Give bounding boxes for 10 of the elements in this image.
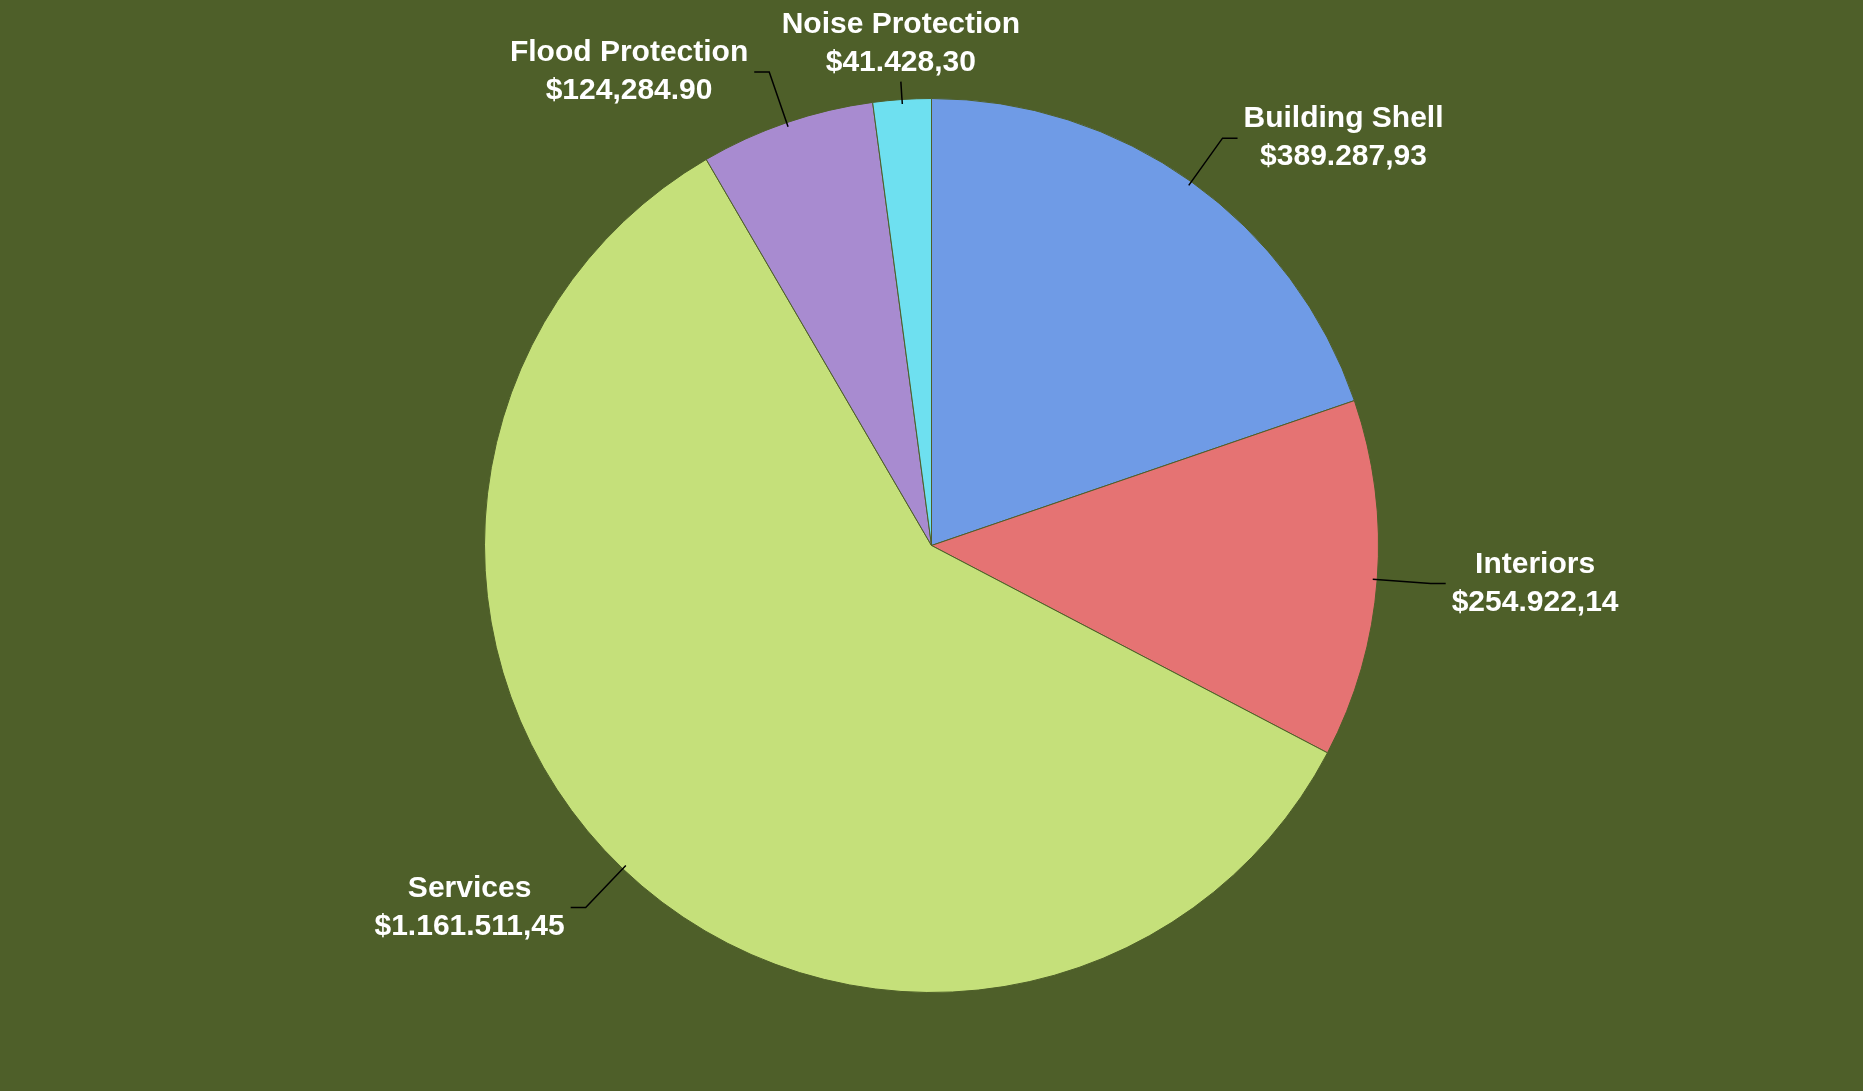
data-label: $389.287,93	[1260, 138, 1427, 172]
data-label: $254.922,14	[1451, 583, 1619, 617]
slice-label: Building Shell	[1243, 100, 1444, 134]
data-label: $41.428,30	[825, 43, 976, 77]
slice-label: Interiors	[1475, 545, 1596, 579]
slice-label: Noise Protection	[781, 5, 1021, 39]
slice-label: Services	[407, 869, 532, 903]
data-label: $1.161.511,45	[374, 907, 565, 941]
data-label: $124,284.90	[545, 72, 713, 106]
slice-label: Flood Protection	[509, 34, 749, 68]
